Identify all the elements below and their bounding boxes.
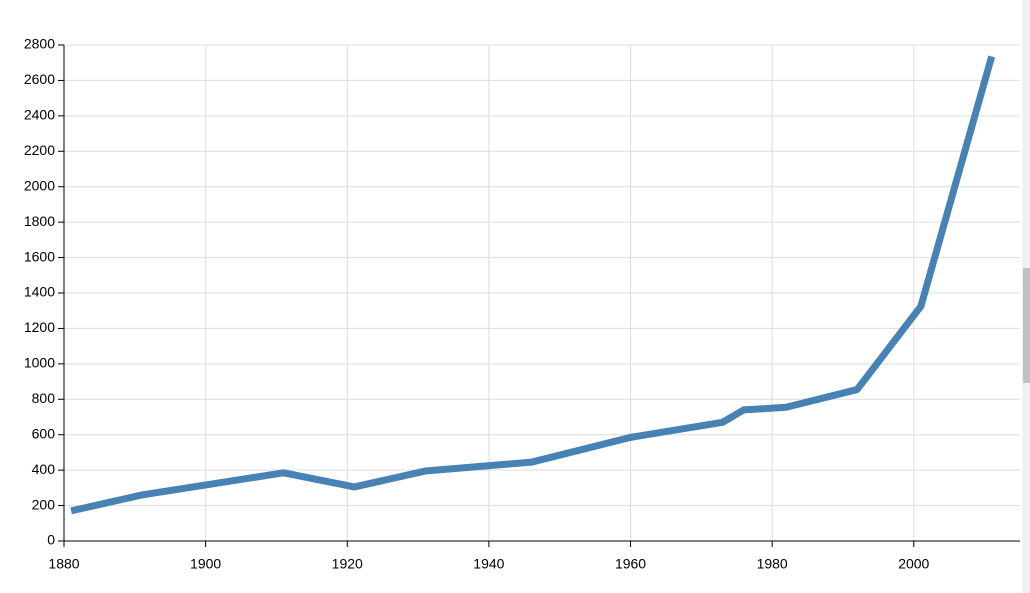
y-tick-label: 800 [32, 390, 56, 406]
scrollbar-thumb[interactable] [1023, 268, 1030, 383]
y-tick-label: 2200 [24, 142, 55, 158]
y-tick-label: 1600 [24, 248, 55, 264]
y-tick-label: 600 [32, 425, 56, 441]
y-tick-label: 1200 [24, 319, 55, 335]
x-tick-label: 1920 [332, 556, 363, 572]
x-tick-label: 2000 [898, 556, 929, 572]
y-tick-label: 1000 [24, 355, 55, 371]
y-tick-label: 1400 [24, 284, 55, 300]
x-tick-label: 1880 [48, 556, 79, 572]
y-tick-label: 2000 [24, 177, 55, 193]
x-tick-label: 1960 [615, 556, 646, 572]
data-line [70, 55, 996, 515]
y-tick-label: 400 [32, 461, 56, 477]
y-tick-label: 200 [32, 496, 56, 512]
y-tick-label: 2400 [24, 107, 55, 123]
x-tick-label: 1980 [757, 556, 788, 572]
x-tick-label: 1900 [190, 556, 221, 572]
y-tick-label: 2600 [24, 71, 55, 87]
x-tick-label: 1940 [473, 556, 504, 572]
y-tick-label: 0 [47, 532, 55, 548]
y-tick-label: 1800 [24, 213, 55, 229]
y-tick-label: 2800 [24, 36, 55, 52]
